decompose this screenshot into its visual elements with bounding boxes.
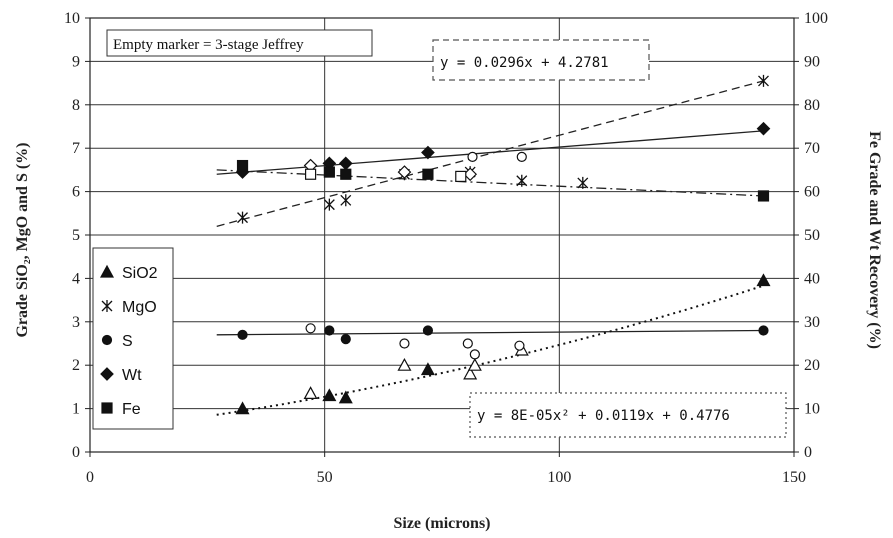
wt-open-point [397,165,412,179]
y-left-tick-label: 3 [72,314,80,331]
s-open-point [305,323,316,334]
legend-label-wt: Wt [122,367,142,384]
s-point [422,325,434,336]
legend-label-mgo: MgO [122,299,157,316]
wt-point [756,121,771,136]
sio2-point [322,388,337,402]
s-open-point [469,349,480,360]
y-left-tick-label: 5 [72,227,80,244]
s-open-point [516,151,527,162]
s-point [340,334,351,345]
equation-1: y = 0.0296x + 4.2781 [440,55,609,71]
y-right-axis-title: Fe Grade and Wt Recovery (%) [866,131,883,349]
y-left-tick-label: 2 [72,357,80,374]
mgo-open-point [516,174,528,187]
sio2-open-point [303,386,318,400]
y-right-tick-label: 30 [804,314,820,331]
note-box [106,29,373,57]
legend-label-s: S [122,333,133,350]
y-right-tick-label: 100 [804,10,828,27]
data-points [235,74,771,415]
fe-point [422,168,434,180]
x-tick-label: 0 [86,469,94,486]
mgo-point [758,74,769,87]
trendline [216,80,764,227]
fe-point [757,190,770,202]
s-open-point [462,338,473,349]
trendline [216,285,762,416]
legend-marker-mgo [101,300,113,312]
y-left-tick-label: 10 [64,10,80,27]
s-open-point [467,151,478,162]
y-right-tick-label: 0 [804,444,812,461]
x-tick-label: 100 [547,469,571,486]
equation-2: y = 8E-05x² + 0.0119x + 0.4776 [477,408,730,424]
legend-items: SiO2 MgO S Wt Fe [99,264,158,418]
legend-label-sio2: SiO2 [122,265,158,282]
y-left-tick-label: 7 [72,140,80,157]
mgo-open-point [577,176,589,189]
x-tick-label: 150 [782,469,806,486]
equation-box-1 [432,39,650,81]
y-left-tick-label: 4 [72,270,80,287]
sio2-open-point [397,357,412,371]
wt-point [421,145,435,160]
y-right-tick-label: 40 [804,270,820,287]
y-right-tick-label: 50 [804,227,820,244]
sio2-open-point [463,366,478,380]
legend-marker-s [101,334,113,346]
s-open-point [399,338,410,349]
sio2-open-point [467,357,482,371]
sio2-point [420,362,435,376]
note-text: Empty marker = 3-stage Jeffrey [113,37,304,53]
mgo-point [323,198,335,211]
y-right-tick-label: 10 [804,401,820,418]
y-left-tick-label: 9 [72,53,80,70]
mgo-point [340,194,352,207]
y-left-tick-label: 8 [72,97,80,114]
y-left-tick-label: 0 [72,444,80,461]
sio2-point [235,401,250,415]
fe-open-point [304,168,317,180]
legend-marker-fe [101,402,113,414]
legend-marker-wt [100,367,114,381]
sio2-point [338,390,353,404]
y-left-axis-title: Grade SiO₂, MgO and S (%) [14,142,31,337]
s-point [758,325,769,336]
fe-point [340,168,352,180]
trendline [216,329,764,336]
s-point [237,329,248,340]
y-right-tick-label: 20 [804,357,820,374]
fe-open-point [455,170,467,183]
x-tick-label: 50 [317,469,333,486]
legend-marker-sio2 [99,264,115,278]
x-axis-title: Size (microns) [393,515,490,532]
y-right-tick-label: 80 [804,97,820,114]
legend-label-fe: Fe [122,401,141,418]
sio2-point [756,273,771,287]
s-point [324,325,335,336]
y-left-tick-label: 6 [72,184,80,201]
equation-box-2 [469,392,787,438]
y-right-tick-label: 60 [804,184,820,201]
y-left-tick-label: 1 [72,401,80,418]
fe-point [323,166,335,178]
y-right-tick-label: 70 [804,140,820,157]
mgo-point [237,211,248,224]
fe-point [236,159,249,172]
s-open-point [514,340,525,351]
y-right-tick-label: 90 [804,53,820,70]
